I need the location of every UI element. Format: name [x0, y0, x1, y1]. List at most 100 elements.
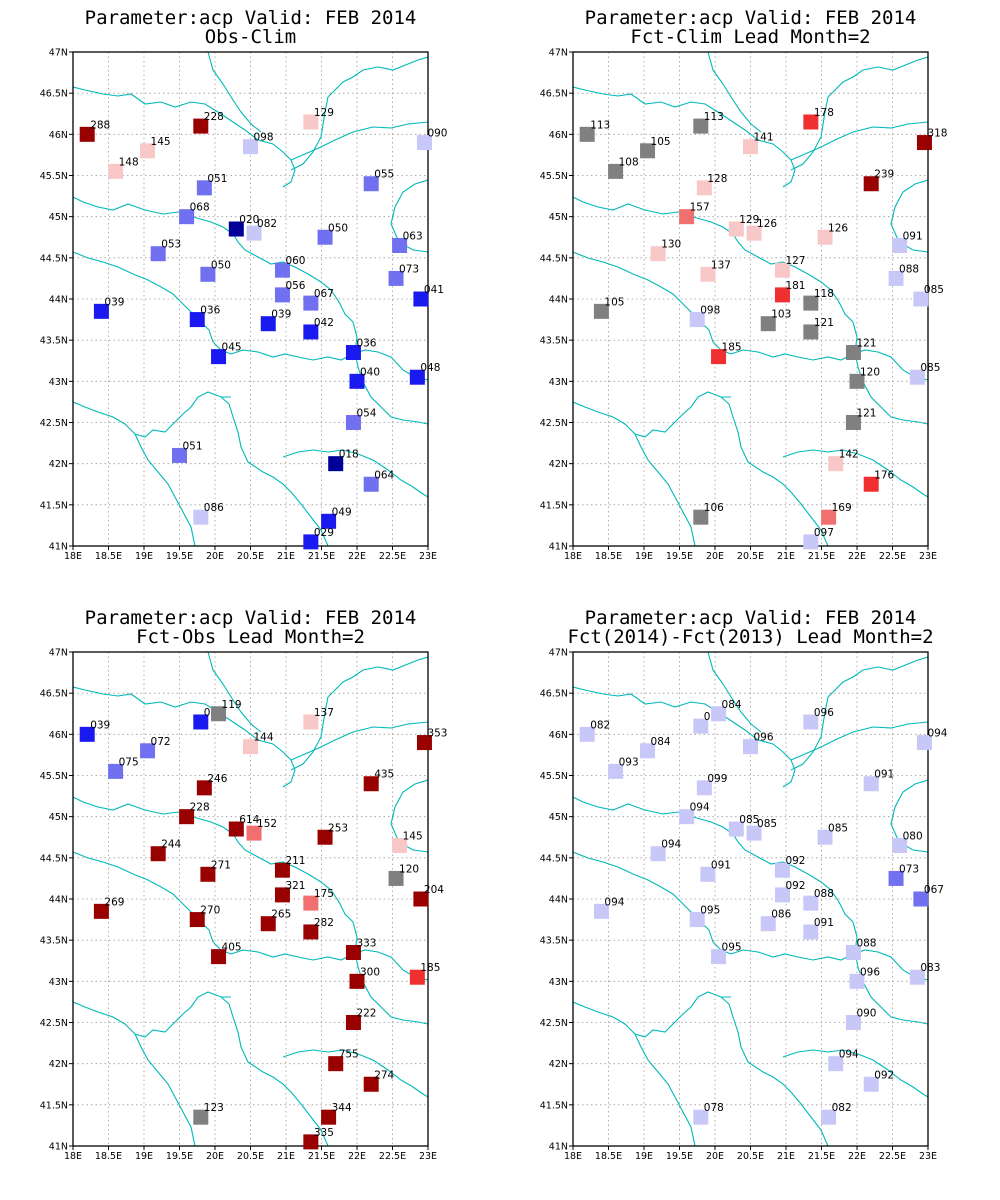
lat-tick-label: 42.5N	[540, 1018, 568, 1029]
station-value-label: 274	[374, 1069, 394, 1081]
lon-tick-label: 21.5E	[308, 1151, 335, 1162]
station-value-label: 145	[151, 136, 171, 148]
station-marker	[888, 270, 904, 286]
lat-tick-label: 42.5N	[540, 418, 568, 429]
station-markers: 0390491191370721443530752464352286141522…	[79, 699, 447, 1150]
station-marker	[803, 895, 819, 911]
lat-tick-label: 43N	[549, 977, 568, 988]
station-value-label: 096	[814, 707, 834, 719]
station-marker	[892, 837, 908, 853]
station-marker	[845, 345, 861, 361]
station-marker	[803, 924, 819, 940]
station-marker	[650, 246, 666, 262]
station-marker	[179, 809, 195, 825]
lon-tick-label: 21E	[277, 1151, 295, 1162]
station-value-label: 060	[285, 255, 305, 267]
station-value-label: 244	[161, 839, 181, 851]
station-value-label: 141	[754, 132, 774, 144]
station-value-label: 018	[339, 449, 359, 461]
station-value-label: 096	[860, 966, 880, 978]
station-value-label: 127	[785, 255, 805, 267]
lat-tick-label: 45.5N	[540, 171, 568, 182]
station-value-label: 084	[722, 699, 742, 711]
station-marker	[349, 373, 365, 389]
lon-tick-label: 23E	[919, 1151, 937, 1162]
station-marker	[345, 415, 361, 430]
lat-tick-label: 41.5N	[40, 500, 68, 511]
lat-tick-label: 42.5N	[40, 418, 68, 429]
lon-tick-label: 20E	[206, 1151, 224, 1162]
station-marker	[172, 447, 187, 463]
station-value-label: 106	[704, 502, 724, 514]
station-marker	[849, 373, 865, 389]
station-value-label: 169	[832, 502, 852, 514]
station-value-label: 178	[814, 107, 834, 119]
station-value-label: 265	[271, 909, 291, 921]
station-value-label: 271	[211, 859, 231, 871]
map-panel: Parameter:acp Valid: FEB 2014Fct(2014)-F…	[540, 607, 948, 1162]
station-value-label: 157	[690, 202, 710, 214]
lon-tick-label: 18E	[64, 1151, 82, 1162]
station-marker	[817, 829, 833, 845]
station-value-label: 094	[839, 1049, 859, 1061]
station-value-label: 099	[707, 773, 727, 785]
station-value-label: 084	[651, 736, 671, 748]
station-marker	[108, 163, 124, 179]
station-value-label: 091	[814, 917, 834, 929]
station-value-label: 041	[424, 284, 444, 296]
station-value-label: 083	[920, 962, 940, 974]
lon-tick-label: 20.5E	[737, 551, 764, 562]
station-marker	[392, 837, 408, 853]
station-marker	[79, 126, 95, 142]
station-marker	[150, 846, 166, 862]
station-marker	[711, 706, 727, 722]
station-marker	[211, 706, 227, 722]
station-marker	[328, 1056, 344, 1072]
station-value-label: 145	[403, 830, 423, 842]
station-value-label: 246	[207, 773, 227, 785]
station-value-label: 129	[739, 214, 759, 226]
station-marker	[774, 887, 790, 903]
station-marker	[746, 225, 762, 241]
station-marker	[363, 1076, 379, 1092]
station-marker	[863, 776, 879, 792]
station-value-label: 176	[874, 469, 894, 481]
station-marker	[746, 825, 762, 841]
panel-subtitle: Fct-Obs Lead Month=2	[136, 626, 365, 648]
station-marker	[193, 118, 209, 134]
station-marker	[193, 714, 209, 730]
lat-tick-label: 45N	[549, 812, 568, 823]
station-value-label: 090	[856, 1008, 876, 1020]
station-marker	[392, 237, 408, 253]
station-value-label: 092	[785, 855, 805, 867]
station-marker	[640, 143, 656, 159]
station-marker	[303, 114, 319, 130]
station-marker	[689, 912, 705, 928]
station-value-label: 185	[420, 962, 440, 974]
station-value-label: 121	[856, 408, 876, 420]
station-marker	[888, 870, 904, 886]
station-value-label: 113	[704, 111, 724, 123]
station-value-label: 091	[874, 769, 894, 781]
lat-tick-label: 42N	[549, 1059, 568, 1070]
station-value-label: 073	[399, 263, 419, 275]
station-value-label: 036	[200, 305, 220, 317]
station-value-label: 239	[874, 169, 894, 181]
station-value-label: 068	[190, 202, 210, 214]
station-value-label: 064	[374, 469, 394, 481]
station-marker	[693, 509, 709, 525]
station-value-label: 105	[604, 296, 624, 308]
station-marker	[916, 735, 932, 751]
lat-tick-label: 44N	[549, 895, 568, 906]
station-marker	[228, 221, 244, 237]
lat-tick-label: 44N	[49, 895, 68, 906]
station-marker	[803, 324, 819, 340]
lat-tick-label: 43N	[549, 377, 568, 388]
station-value-label: 120	[860, 366, 880, 378]
station-value-label: 039	[271, 309, 291, 321]
lon-tick-label: 20E	[206, 551, 224, 562]
station-marker	[413, 291, 429, 307]
station-value-label: 036	[356, 338, 376, 350]
station-value-label: 119	[222, 699, 242, 711]
